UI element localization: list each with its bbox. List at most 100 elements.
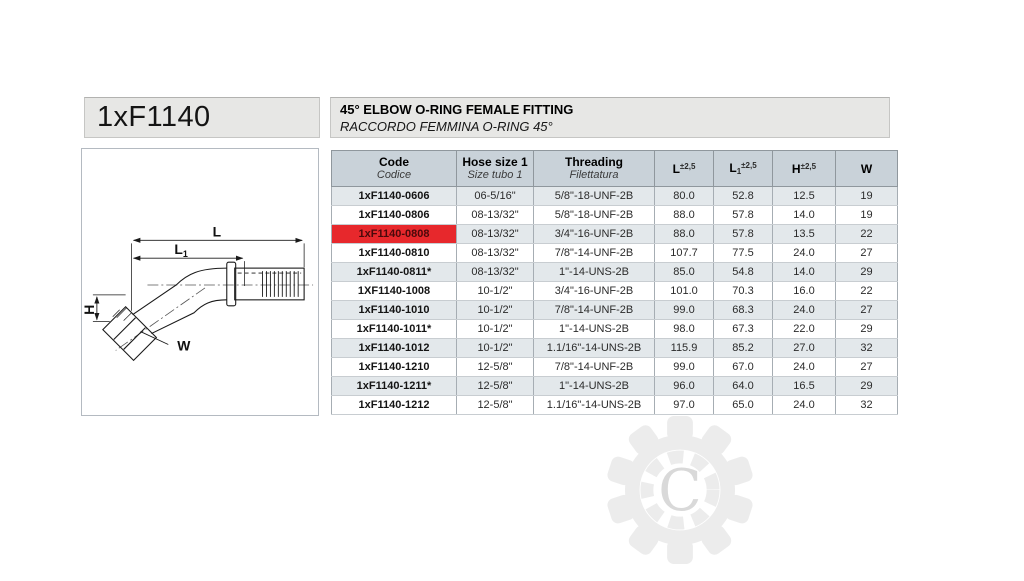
watermark-letter: C (658, 458, 701, 524)
cell-threading: 7/8"-14-UNF-2B (533, 357, 655, 377)
table-row[interactable]: 1xF1140-0810 08-13/32" 7/8"-14-UNF-2B 107.7… (331, 243, 898, 263)
cell-hose: 10-1/2" (456, 319, 534, 339)
table-row[interactable]: 1xF1140-0606 06-5/16" 5/8"-18-UNF-2B 80.0 52… (331, 186, 898, 206)
cell-w: 32 (835, 338, 898, 358)
cell-w: 29 (835, 319, 898, 339)
cell-code: 1xF1140-1212 (331, 395, 457, 415)
cell-h: 14.0 (772, 262, 836, 282)
cell-w: 22 (835, 281, 898, 301)
cell-l: 99.0 (654, 300, 714, 320)
cell-code: 1xF1140-0606 (331, 186, 457, 206)
col-header-h: H±2,5 (772, 150, 836, 187)
cell-l: 88.0 (654, 205, 714, 225)
cell-l1: 67.3 (713, 319, 773, 339)
cell-l1: 70.3 (713, 281, 773, 301)
table-row[interactable]: 1xF1140-1211* 12-5/8" 1"-14-UNS-2B 96.0 64.0… (331, 376, 898, 396)
cell-l: 107.7 (654, 243, 714, 263)
cell-h: 16.0 (772, 281, 836, 301)
table-row[interactable]: 1xF1140-0811* 08-13/32" 1"-14-UNS-2B 85.0 54… (331, 262, 898, 282)
cell-l1: 57.8 (713, 224, 773, 244)
cell-threading: 7/8"-14-UNF-2B (533, 243, 655, 263)
cell-h: 14.0 (772, 205, 836, 225)
cell-threading: 7/8"-14-UNF-2B (533, 300, 655, 320)
cell-threading: 5/8"-18-UNF-2B (533, 186, 655, 206)
cell-w: 19 (835, 186, 898, 206)
table-row[interactable]: 1XF1140-1008 10-1/2" 3/4"-16-UNF-2B 101.0 70… (331, 281, 898, 301)
fitting-title: 45° ELBOW O-RING FEMALE FITTING (340, 102, 574, 117)
dim-label-L: L (213, 223, 222, 239)
elbow-fitting-diagram: L L1 H W (82, 223, 314, 362)
cell-threading: 1.1/16"-14-UNS-2B (533, 338, 655, 358)
cell-l1: 57.8 (713, 205, 773, 225)
table-row[interactable]: 1xF1140-1012 10-1/2" 1.1/16"-14-UNS-2B 115.… (331, 338, 898, 358)
cell-h: 22.0 (772, 319, 836, 339)
spec-table-body: 1xF1140-0606 06-5/16" 5/8"-18-UNF-2B 80.0 52… (331, 186, 898, 415)
cell-code: 1xF1140-1012 (331, 338, 457, 358)
center-lines (115, 284, 314, 351)
cell-hose: 12-5/8" (456, 357, 534, 377)
cell-hose: 06-5/16" (456, 186, 534, 206)
cell-l: 88.0 (654, 224, 714, 244)
cell-l: 99.0 (654, 357, 714, 377)
cell-l1: 64.0 (713, 376, 773, 396)
cell-l: 101.0 (654, 281, 714, 301)
col-header-threading: Threading Filettatura (533, 150, 655, 187)
cell-code: 1xF1140-0810 (331, 243, 457, 263)
dim-label-L1: L1 (174, 241, 187, 259)
cell-threading: 3/4"-16-UNF-2B (533, 224, 655, 244)
cell-l: 98.0 (654, 319, 714, 339)
cell-l: 85.0 (654, 262, 714, 282)
cell-code: 1xF1140-0811* (331, 262, 457, 282)
watermark-gear-logo: C (594, 404, 766, 576)
cell-h: 24.0 (772, 243, 836, 263)
spec-table-head: Code Codice Hose size 1 Size tubo 1 Threadin… (331, 150, 898, 187)
cell-l1: 68.3 (713, 300, 773, 320)
cell-l1: 67.0 (713, 357, 773, 377)
table-row[interactable]: 1xF1140-0808 08-13/32" 3/4"-16-UNF-2B 88.0 5… (331, 224, 898, 244)
cell-w: 19 (835, 205, 898, 225)
col-header-hose-size-1: Hose size 1 Size tubo 1 (456, 150, 534, 187)
cell-w: 27 (835, 357, 898, 377)
cell-l: 97.0 (654, 395, 714, 415)
cell-code: 1xF1140-0806 (331, 205, 457, 225)
col-header-code: Code Codice (331, 150, 457, 187)
dim-label-H: H (82, 305, 97, 315)
table-row[interactable]: 1xF1140-1010 10-1/2" 7/8"-14-UNF-2B 99.0 68.… (331, 300, 898, 320)
cell-h: 24.0 (772, 300, 836, 320)
cell-w: 27 (835, 300, 898, 320)
cell-threading: 5/8"-18-UNF-2B (533, 205, 655, 225)
cell-w: 22 (835, 224, 898, 244)
cell-code: 1xF1140-0808 (331, 224, 457, 244)
table-row[interactable]: 1xF1140-1210 12-5/8" 7/8"-14-UNF-2B 99.0 67.… (331, 357, 898, 377)
cell-h: 24.0 (772, 357, 836, 377)
cell-h: 12.5 (772, 186, 836, 206)
cell-hose: 10-1/2" (456, 300, 534, 320)
cell-l1: 77.5 (713, 243, 773, 263)
cell-hose: 08-13/32" (456, 205, 534, 225)
gear-icon (607, 416, 753, 564)
cell-code: 1xF1140-1211* (331, 376, 457, 396)
cell-threading: 3/4"-16-UNF-2B (533, 281, 655, 301)
cell-code: 1xF1140-1010 (331, 300, 457, 320)
fitting-header-box: 45° ELBOW O-RING FEMALE FITTING RACCORDO… (330, 97, 890, 138)
cell-code: 1xF1140-1011* (331, 319, 457, 339)
cell-code: 1xF1140-1210 (331, 357, 457, 377)
table-row[interactable]: 1xF1140-1212 12-5/8" 1.1/16"-14-UNS-2B 97.0… (331, 395, 898, 415)
cell-l1: 85.2 (713, 338, 773, 358)
fitting-outline (102, 261, 305, 362)
col-header-w: W (835, 150, 898, 187)
cell-h: 27.0 (772, 338, 836, 358)
cell-hose: 12-5/8" (456, 376, 534, 396)
part-number-box: 1xF1140 (84, 97, 320, 138)
table-row[interactable]: 1xF1140-1011* 10-1/2" 1"-14-UNS-2B 98.0 67.3… (331, 319, 898, 339)
table-row[interactable]: 1xF1140-0806 08-13/32" 5/8"-18-UNF-2B 88.0 5… (331, 205, 898, 225)
technical-drawing: L L1 H W (81, 148, 319, 416)
cell-w: 32 (835, 395, 898, 415)
col-header-l: L±2,5 (654, 150, 714, 187)
spec-table-container: Code Codice Hose size 1 Size tubo 1 Threadin… (331, 150, 898, 415)
cell-hose: 12-5/8" (456, 395, 534, 415)
cell-w: 27 (835, 243, 898, 263)
dimension-lines (92, 237, 305, 345)
cell-h: 16.5 (772, 376, 836, 396)
cell-hose: 08-13/32" (456, 262, 534, 282)
